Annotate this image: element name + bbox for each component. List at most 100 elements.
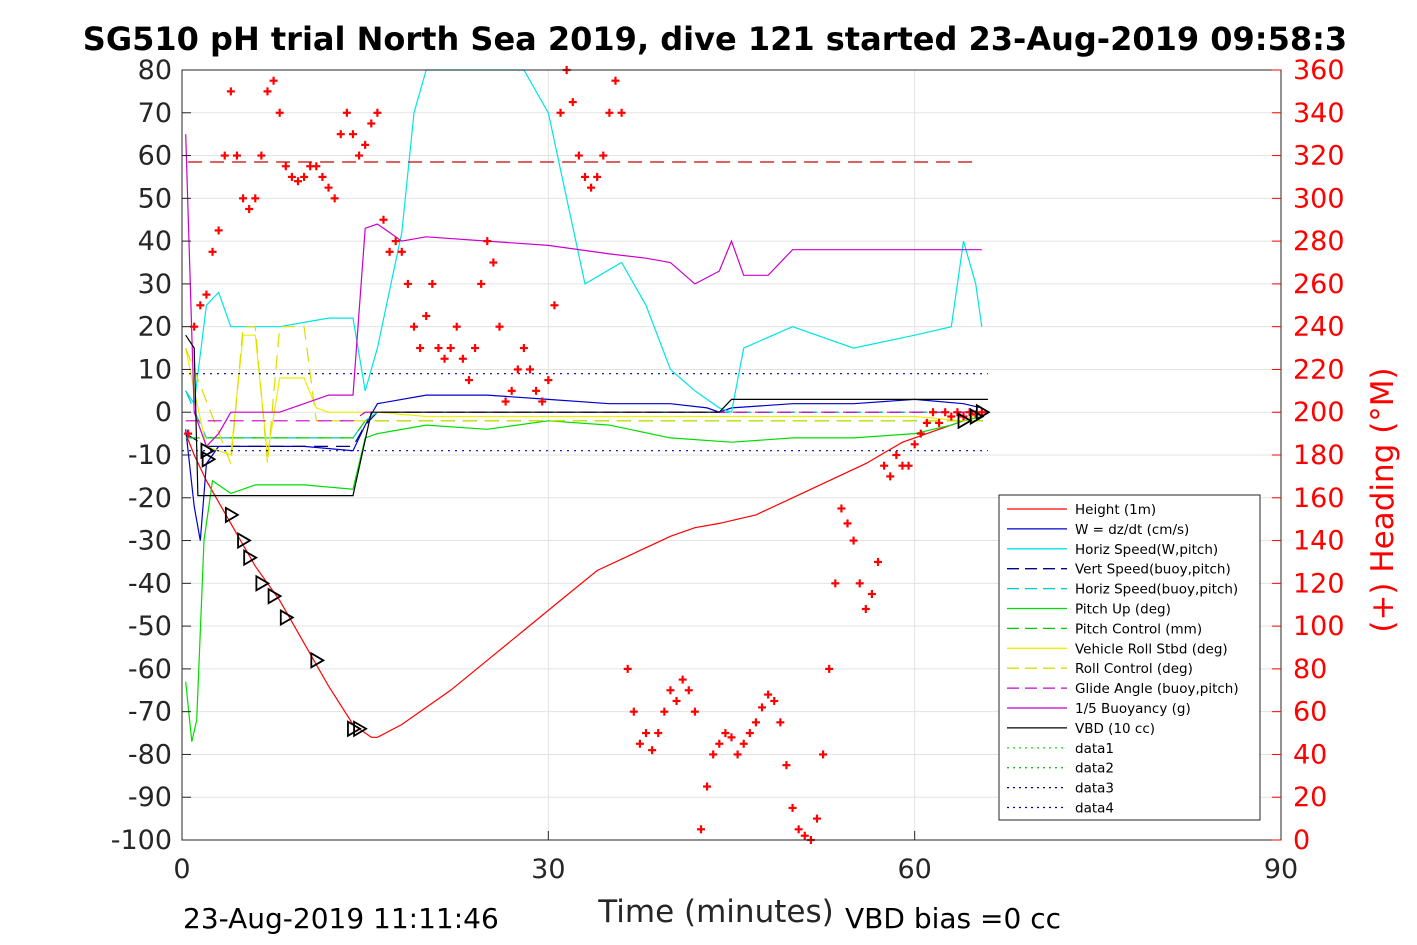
y-right-tick-label: 180 [1293,440,1345,471]
y-tick-label: -100 [111,825,172,856]
x-tick-label: 0 [173,854,190,885]
heading-point [257,151,266,160]
heading-point [788,803,797,812]
legend-label: Horiz Speed(W,pitch) [1075,542,1218,558]
y-tick-label: -40 [128,568,172,599]
triangle-marker [279,608,295,627]
heading-point [861,605,870,613]
y-right-tick-label: 80 [1293,654,1327,685]
heading-point [513,365,522,374]
series-line-6 [185,420,988,439]
heading-point [825,664,834,673]
heading-point [312,162,321,171]
heading-point [764,690,773,699]
heading-point [916,429,925,438]
heading-point [849,536,858,545]
heading-point [526,365,535,374]
heading-point [428,279,437,288]
y-tick-label: -50 [128,611,172,642]
heading-point [477,279,486,288]
x-axis-label: Time (minutes) [597,894,833,930]
heading-point [403,279,412,288]
y-right-tick-label: 20 [1293,782,1327,813]
legend-label: Horiz Speed(buoy,pitch) [1075,582,1238,598]
y-tick-label: 70 [138,98,172,129]
heading-point [941,408,950,417]
heading-point [874,557,883,566]
heading-point [935,418,944,427]
heading-point [599,151,608,160]
heading-point [532,386,541,395]
heading-point [642,729,651,738]
heading-point [593,172,602,181]
heading-point [446,344,455,353]
heading-point [617,108,626,117]
heading-point [837,504,846,513]
y-tick-label: 30 [138,269,172,300]
y-right-tick-label: 340 [1293,98,1345,129]
heading-point [263,87,272,96]
heading-point [892,451,901,459]
y-tick-label: -90 [128,782,172,813]
triangle-marker [237,531,252,550]
heading-point [416,344,425,353]
heading-point [739,739,748,748]
legend-label: Vert Speed(buoy,pitch) [1075,562,1231,578]
triangle-marker [957,412,973,430]
heading-point [623,664,632,673]
legend-label: data2 [1075,761,1114,777]
y-right-tick-label: 100 [1293,611,1345,642]
heading-point [489,258,498,267]
heading-point [220,151,229,160]
y-axis-right: 3603403203002802602402202001801601401201… [1272,55,1345,856]
heading-point [202,290,211,299]
series-line-5 [185,415,982,742]
legend-label: Pitch Up (deg) [1075,602,1171,618]
y-tick-label: -10 [128,440,172,471]
heading-point [886,472,895,481]
heading-point [318,172,327,181]
y-right-tick-label: 320 [1293,141,1345,172]
heading-point [214,226,223,235]
heading-point [690,707,699,716]
legend-label: 1/5 Buoyancy (g) [1075,701,1191,717]
legend-label: Pitch Control (mm) [1075,621,1202,637]
y-tick-label: 0 [155,397,172,428]
heading-point [300,172,309,181]
heading-point [611,76,620,85]
heading-point [208,247,217,256]
y-tick-label: 60 [138,141,172,172]
heading-point [800,831,809,840]
heading-point [294,177,303,186]
y-tick-label: -20 [128,483,172,514]
heading-point [544,376,553,385]
heading-point [587,183,596,192]
heading-point [727,733,736,742]
heading-point [776,718,785,727]
heading-point [812,814,821,823]
heading-point [758,703,767,712]
heading-point [782,761,791,770]
heading-point [336,130,345,139]
heading-point [391,237,400,246]
heading-point [660,707,669,716]
triangle-marker [975,403,991,421]
y-right-tick-label: 0 [1293,825,1310,856]
y-tick-label: 80 [138,55,172,86]
footer-vbd-bias: VBD bias =0 cc [845,902,1061,935]
y-tick-label: 10 [138,354,172,385]
legend-label: data3 [1075,781,1114,797]
heading-point [287,172,296,181]
heading-point [367,119,376,128]
heading-point [556,108,565,117]
heading-point [751,718,760,727]
heading-point [495,322,504,331]
legend-label: VBD (10 cc) [1075,721,1155,737]
x-tick-label: 60 [897,854,931,885]
heading-point [550,301,559,310]
series-line-7 [185,334,983,456]
triangle-marker [255,574,271,592]
heading-point [745,729,754,738]
y-tick-label: 50 [138,183,172,214]
